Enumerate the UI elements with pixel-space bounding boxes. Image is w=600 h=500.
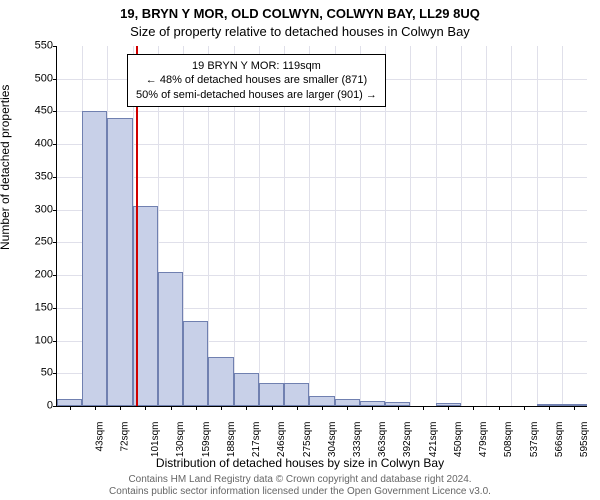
ytick-label: 500 (21, 73, 57, 84)
xtick-mark (70, 406, 71, 410)
xtick-mark (473, 406, 474, 410)
xtick-mark (574, 406, 575, 410)
xtick-mark (120, 406, 121, 410)
xtick-label: 43sqm (94, 422, 105, 452)
xtick-label: 333sqm (352, 422, 363, 458)
xtick-mark (196, 406, 197, 410)
histogram-bar (234, 373, 259, 406)
xtick-mark (145, 406, 146, 410)
histogram-bar (183, 321, 208, 406)
xtick-mark (322, 406, 323, 410)
ytick-label: 200 (21, 270, 57, 281)
xtick-mark (246, 406, 247, 410)
xtick-mark (171, 406, 172, 410)
xtick-label: 130sqm (175, 422, 186, 458)
gridline-v (436, 46, 437, 406)
xtick-label: 275sqm (302, 422, 313, 458)
title-main: 19, BRYN Y MOR, OLD COLWYN, COLWYN BAY, … (0, 6, 600, 21)
xtick-label: 479sqm (478, 422, 489, 458)
footer-line-1: Contains HM Land Registry data © Crown c… (0, 474, 600, 486)
y-axis-label: Number of detached properties (0, 85, 12, 250)
xtick-label: 246sqm (276, 422, 287, 458)
chart-plot-area: 05010015020025030035040045050055043sqm72… (56, 46, 587, 407)
xtick-mark (448, 406, 449, 410)
xtick-label: 217sqm (251, 422, 262, 458)
x-axis-label: Distribution of detached houses by size … (0, 456, 600, 470)
ytick-label: 100 (21, 335, 57, 346)
xtick-label: 595sqm (579, 422, 590, 458)
xtick-label: 392sqm (403, 422, 414, 458)
xtick-label: 159sqm (201, 422, 212, 458)
ytick-label: 350 (21, 171, 57, 182)
xtick-label: 188sqm (226, 422, 237, 458)
info-line-3: 50% of semi-detached houses are larger (… (136, 88, 377, 102)
ytick-label: 450 (21, 106, 57, 117)
info-box: 19 BRYN Y MOR: 119sqm ← 48% of detached … (127, 54, 386, 107)
info-line-1: 19 BRYN Y MOR: 119sqm (136, 59, 377, 73)
xtick-mark (499, 406, 500, 410)
ytick-label: 150 (21, 302, 57, 313)
histogram-bar (208, 357, 233, 406)
info-line-2: ← 48% of detached houses are smaller (87… (136, 73, 377, 87)
chart-footer: Contains HM Land Registry data © Crown c… (0, 474, 600, 498)
xtick-mark (423, 406, 424, 410)
xtick-mark (95, 406, 96, 410)
gridline-v (486, 46, 487, 406)
histogram-bar (107, 118, 132, 406)
xtick-label: 566sqm (554, 422, 565, 458)
histogram-bar (82, 111, 107, 406)
histogram-bar (284, 383, 309, 406)
gridline-v (562, 46, 563, 406)
title-sub: Size of property relative to detached ho… (0, 24, 600, 39)
xtick-label: 72sqm (119, 422, 130, 452)
xtick-mark (347, 406, 348, 410)
footer-line-2: Contains public sector information licen… (0, 486, 600, 498)
gridline-v (511, 46, 512, 406)
ytick-label: 250 (21, 237, 57, 248)
xtick-mark (221, 406, 222, 410)
histogram-bar (259, 383, 284, 406)
xtick-label: 508sqm (504, 422, 515, 458)
histogram-bar (309, 396, 334, 406)
gridline-v (410, 46, 411, 406)
xtick-mark (372, 406, 373, 410)
xtick-label: 363sqm (377, 422, 388, 458)
xtick-mark (549, 406, 550, 410)
xtick-mark (297, 406, 298, 410)
gridline-v (461, 46, 462, 406)
ytick-label: 300 (21, 204, 57, 215)
xtick-mark (272, 406, 273, 410)
xtick-label: 101sqm (150, 422, 161, 458)
xtick-mark (524, 406, 525, 410)
ytick-label: 550 (21, 41, 57, 52)
ytick-label: 400 (21, 139, 57, 150)
xtick-label: 421sqm (428, 422, 439, 458)
xtick-mark (398, 406, 399, 410)
xtick-label: 304sqm (327, 422, 338, 458)
ytick-label: 50 (21, 368, 57, 379)
xtick-label: 537sqm (529, 422, 540, 458)
gridline-v (537, 46, 538, 406)
histogram-bar (158, 272, 183, 406)
ytick-label: 0 (21, 401, 57, 412)
xtick-label: 450sqm (453, 422, 464, 458)
